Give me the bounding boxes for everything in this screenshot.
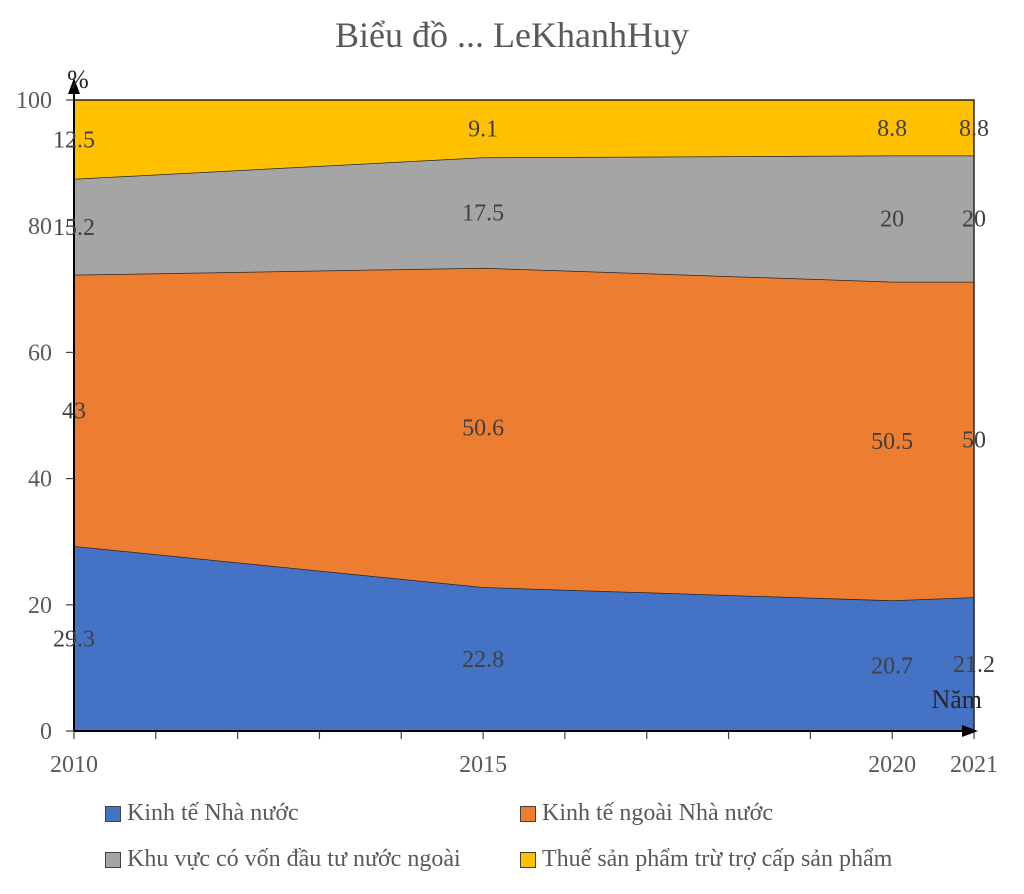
y-tick-label: 80 — [28, 214, 52, 240]
x-tick-label: 2020 — [868, 752, 916, 778]
y-axis-title: % — [67, 65, 89, 94]
legend-label: Kinh tế ngoài Nhà nước — [542, 800, 773, 826]
legend-item: Kinh tế Nhà nước — [105, 800, 299, 827]
data-label: 9.1 — [468, 117, 498, 143]
legend-item: Thuế sản phẩm trừ trợ cấp sản phẩm — [520, 846, 892, 873]
data-label: 50.5 — [871, 429, 913, 455]
data-label: 50.6 — [462, 415, 504, 441]
data-label: 15.2 — [53, 215, 95, 241]
data-label: 8.8 — [877, 116, 907, 142]
legend-swatch — [105, 805, 121, 822]
legend-swatch — [105, 851, 121, 868]
x-axis-title: Năm — [931, 685, 982, 714]
x-tick-label: 2010 — [50, 752, 98, 778]
y-tick-label: 0 — [40, 719, 52, 745]
data-label: 17.5 — [462, 201, 504, 227]
area-series-1 — [74, 546, 974, 731]
area-series-3 — [74, 155, 974, 282]
data-label: 21.2 — [953, 652, 995, 678]
y-tick-label: 20 — [28, 593, 52, 619]
data-label: 12.5 — [53, 127, 95, 153]
legend-label: Kinh tế Nhà nước — [127, 800, 299, 826]
area-series-4 — [74, 100, 974, 179]
legend-item: Kinh tế ngoài Nhà nước — [520, 800, 773, 827]
data-label: 43 — [62, 398, 86, 424]
y-tick-label: 100 — [16, 88, 52, 114]
legend-item: Khu vực có vốn đầu tư nước ngoài — [105, 846, 461, 873]
area-series-2 — [74, 267, 974, 601]
y-tick-label: 60 — [28, 340, 52, 366]
y-tick-label: 40 — [28, 467, 52, 493]
data-label: 29.3 — [53, 627, 95, 653]
chart-title: Biểu đồ ... LeKhanhHuy — [335, 15, 689, 55]
data-label: 8.8 — [959, 116, 989, 142]
legend-swatch — [520, 851, 536, 868]
legend-label: Thuế sản phẩm trừ trợ cấp sản phẩm — [542, 846, 893, 872]
x-axis-arrow — [962, 725, 978, 737]
data-label: 20 — [880, 207, 904, 233]
y-axis-arrow — [68, 78, 80, 94]
data-label: 22.8 — [462, 647, 504, 673]
data-label: 20 — [962, 207, 986, 233]
legend-label: Khu vực có vốn đầu tư nước ngoài — [127, 846, 461, 872]
data-label: 20.7 — [871, 654, 913, 680]
x-tick-label: 2015 — [459, 752, 507, 778]
x-tick-label: 2021 — [950, 752, 998, 778]
data-label: 50 — [962, 427, 986, 453]
legend-swatch — [520, 805, 536, 822]
